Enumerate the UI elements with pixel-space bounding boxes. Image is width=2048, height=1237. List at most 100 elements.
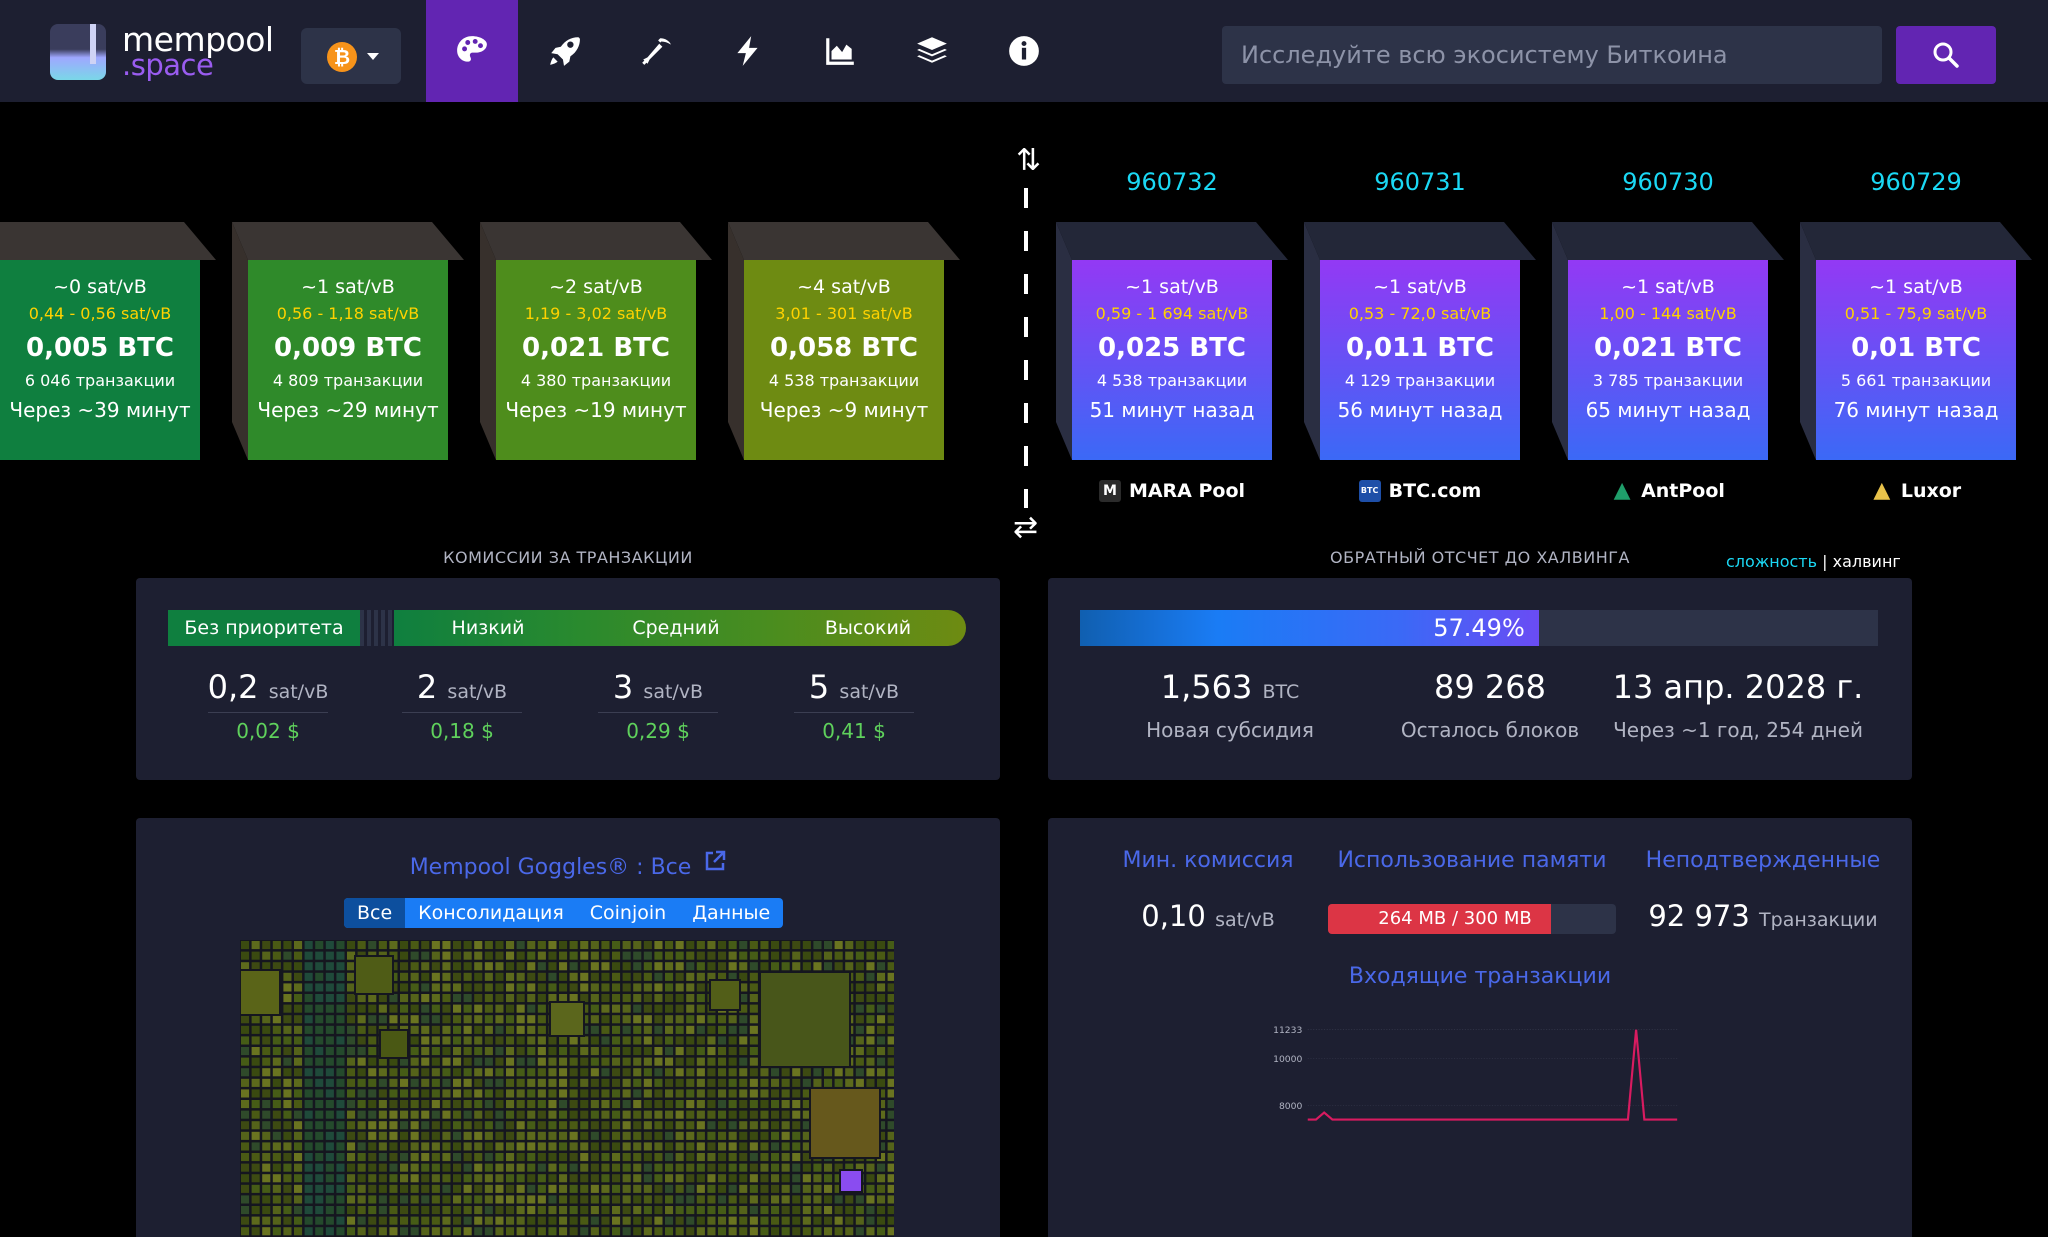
mining-pool-link[interactable]: ▲ Luxor — [1800, 478, 2032, 503]
block-median-fee: ~4 sat/vB — [797, 276, 891, 298]
mempool-logo[interactable]: mempool .space — [50, 20, 280, 82]
blocks-left-label: Осталось блоков — [1400, 718, 1580, 742]
block-total-fees: 0,025 BTC — [1098, 333, 1246, 363]
fee-usd: 0,02 $ — [236, 719, 300, 743]
mining-pool-link[interactable]: M MARA Pool — [1056, 480, 1288, 502]
nav-graphs[interactable] — [794, 0, 886, 102]
mined-block[interactable]: ~1 sat/vB 0,53 - 72,0 sat/vB 0,011 BTC 4 12… — [1304, 222, 1536, 460]
nav-rocket[interactable] — [518, 0, 610, 102]
block-median-fee: ~1 sat/vB — [1869, 276, 1963, 298]
external-link-icon — [706, 850, 726, 871]
goggles-tab-all[interactable]: Все — [344, 898, 406, 928]
toggle-difficulty[interactable]: сложность — [1726, 552, 1818, 571]
chart-y-tick-label: 11233 — [1273, 1025, 1302, 1036]
logo-text-domain: .space — [122, 48, 214, 82]
goggles-card: Mempool Goggles® : Все Все Консолидация … — [136, 818, 1000, 1237]
memory-usage-text: 264 MB / 300 MB — [1378, 908, 1532, 929]
search-button[interactable] — [1896, 26, 1996, 84]
layers-icon — [917, 37, 947, 63]
block-tx-count: 6 046 транзакции — [24, 371, 176, 390]
pending-block[interactable]: ~0 sat/vB 0,44 - 0,56 sat/vB 0,005 BTC 6 04… — [0, 222, 216, 460]
nav-about[interactable] — [978, 0, 1070, 102]
nav-mining[interactable] — [610, 0, 702, 102]
halving-progress-fill — [1080, 610, 1539, 646]
mined-block[interactable]: ~1 sat/vB 1,00 - 144 sat/vB 0,021 BTC 3 785… — [1552, 222, 1784, 460]
mined-block[interactable]: ~1 sat/vB 0,59 - 1 694 sat/vB 0,025 BTC 4 5… — [1056, 222, 1288, 460]
rocket-icon — [550, 37, 580, 66]
swap-vertical-icon[interactable]: ⇅ — [1016, 143, 1042, 178]
nav-layers[interactable] — [886, 0, 978, 102]
btccom-pool-icon: BTC — [1358, 480, 1381, 502]
halving-date-value: 13 апр. 2028 г. — [1612, 668, 1864, 706]
fee-value: 0,2 — [207, 668, 259, 706]
pending-block[interactable]: ~1 sat/vB 0,56 - 1,18 sat/vB 0,009 BTC 4 80… — [232, 222, 464, 460]
mining-pool-link[interactable]: BTC BTC.com — [1304, 480, 1536, 502]
fee-segment-medium: Средний — [582, 610, 770, 646]
fee-unit: sat/vB — [839, 681, 900, 703]
min-fee-label: Мин. комиссия — [1122, 848, 1294, 873]
fee-value: 3 — [612, 668, 634, 706]
halving-blocks-left: 89 268 Осталось блоков — [1370, 668, 1610, 742]
navbar: mempool .space ₿ — [0, 0, 2048, 102]
pending-block[interactable]: ~4 sat/vB 3,01 - 301 sat/vB 0,058 BTC 4 538… — [728, 222, 960, 460]
mempool-block-visualization[interactable] — [240, 940, 894, 1237]
nav-lightning[interactable] — [702, 0, 794, 102]
block-front-face: ~1 sat/vB 0,51 - 75,9 sat/vB 0,01 BTC 5 661… — [1816, 260, 2016, 460]
block-tx-count: 4 809 транзакции — [272, 371, 424, 390]
chart-y-tick-label: 8000 — [1279, 1101, 1303, 1112]
fee-high: 5 sat/vB 0,41 $ — [764, 668, 944, 743]
block-tx-count: 3 785 транзакции — [1592, 371, 1744, 390]
halving-section-title: ОБРАТНЫЙ ОТСЧЕТ ДО ХАЛВИНГА — [1330, 548, 1630, 567]
incoming-tx-chart[interactable]: 11233 10000 8000 — [1048, 1008, 1912, 1138]
network-selector[interactable]: ₿ — [301, 28, 401, 84]
halving-date-label: Через ~1 год, 254 дней — [1613, 718, 1863, 742]
block-side-face — [1304, 222, 1320, 460]
goggles-tab-consolidation[interactable]: Консолидация — [418, 902, 564, 924]
halving-progress-bar: 57.49% — [1080, 610, 1878, 646]
fee-segment-low: Низкий — [394, 610, 582, 646]
block-time-ago: 76 минут назад — [1833, 398, 1999, 422]
memory-usage-bar: 264 MB / 300 MB — [1328, 904, 1616, 934]
block-eta: Через ~19 минут — [505, 398, 687, 422]
block-height-link[interactable]: 960731 — [1374, 168, 1466, 196]
block-top-face — [480, 222, 712, 260]
block-front-face: ~1 sat/vB 0,59 - 1 694 sat/vB 0,025 BTC 4 5… — [1072, 260, 1272, 460]
halving-card: 57.49% 1,563 BTC Новая субсидия 89 268 О… — [1048, 578, 1912, 780]
goggles-title[interactable]: Mempool Goggles® : Все — [136, 850, 1000, 880]
mined-block[interactable]: ~1 sat/vB 0,51 - 75,9 sat/vB 0,01 BTC 5 661… — [1800, 222, 2032, 460]
incoming-tx-title: Входящие транзакции — [1348, 964, 1612, 989]
fee-usd: 0,18 $ — [430, 719, 494, 743]
luxor-pool-icon: ▲ — [1873, 478, 1891, 503]
palette-icon — [457, 36, 487, 62]
block-front-face: ~1 sat/vB 1,00 - 144 sat/vB 0,021 BTC 3 785… — [1568, 260, 1768, 460]
block-side-face — [232, 222, 248, 460]
block-total-fees: 0,011 BTC — [1346, 333, 1494, 363]
block-median-fee: ~1 sat/vB — [1373, 276, 1467, 298]
toggle-halving[interactable]: халвинг — [1832, 552, 1901, 571]
block-total-fees: 0,021 BTC — [1594, 333, 1742, 363]
pending-block[interactable]: ~2 sat/vB 1,19 - 3,02 sat/vB 0,021 BTC 4 38… — [480, 222, 712, 460]
chart-series-line — [1307, 1029, 1678, 1121]
nav-dashboard[interactable] — [426, 0, 518, 102]
block-total-fees: 0,01 BTC — [1851, 333, 1981, 363]
swap-horizontal-icon[interactable]: ⇄ — [1013, 510, 1039, 545]
mining-pool-name: AntPool — [1641, 480, 1725, 502]
memory-usage-stat: Использование памяти — [1320, 848, 1624, 873]
goggles-tab-coinjoin[interactable]: Coinjoin — [589, 902, 667, 924]
block-eta: Через ~9 минут — [759, 398, 929, 422]
search-icon — [1933, 42, 1959, 68]
block-height-link[interactable]: 960732 — [1126, 168, 1218, 196]
mining-pool-link[interactable]: ▲ AntPool — [1552, 478, 1784, 503]
block-tx-count: 4 538 транзакции — [768, 371, 920, 390]
antpool-icon: ▲ — [1613, 478, 1631, 503]
search-input[interactable] — [1222, 26, 1882, 84]
goggles-tab-data[interactable]: Данные — [692, 902, 771, 924]
block-height-link[interactable]: 960729 — [1870, 168, 1962, 196]
block-top-face — [728, 222, 960, 260]
block-fee-range: 0,56 - 1,18 sat/vB — [276, 304, 420, 323]
block-height-link[interactable]: 960730 — [1622, 168, 1714, 196]
subsidy-unit: BTC — [1262, 681, 1300, 703]
fee-unit: sat/vB — [447, 681, 508, 703]
block-total-fees: 0,021 BTC — [522, 333, 670, 363]
fee-unit: sat/vB — [643, 681, 704, 703]
